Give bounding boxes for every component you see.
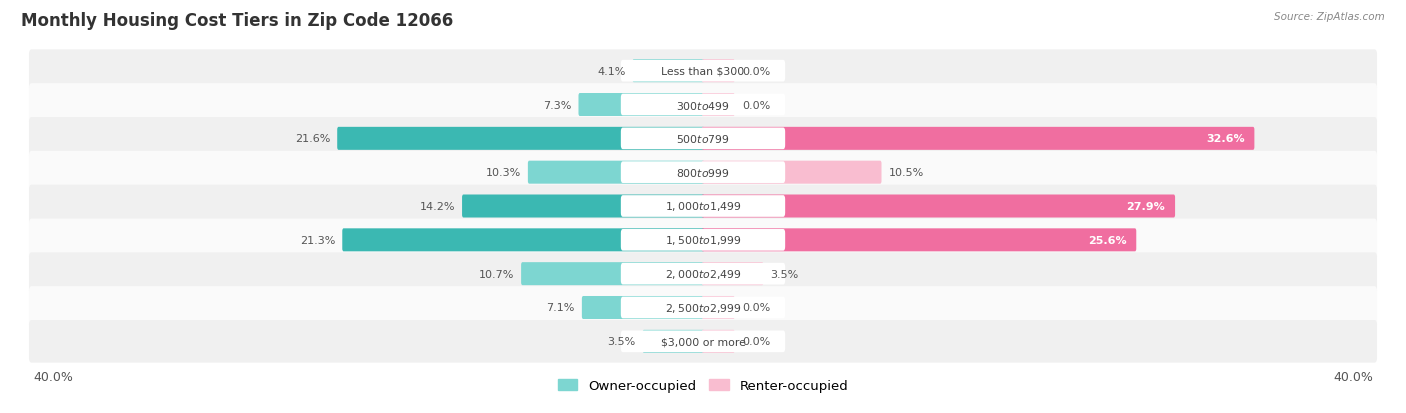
Text: 10.3%: 10.3% (485, 168, 520, 178)
FancyBboxPatch shape (621, 297, 785, 318)
FancyBboxPatch shape (702, 195, 1175, 218)
FancyBboxPatch shape (578, 94, 704, 117)
FancyBboxPatch shape (30, 50, 1376, 93)
Text: 10.7%: 10.7% (478, 269, 515, 279)
Text: 0.0%: 0.0% (742, 66, 770, 76)
FancyBboxPatch shape (633, 60, 704, 83)
FancyBboxPatch shape (30, 185, 1376, 228)
Text: 21.3%: 21.3% (299, 235, 335, 245)
Text: $800 to $999: $800 to $999 (676, 167, 730, 179)
Text: $3,000 or more: $3,000 or more (661, 337, 745, 347)
FancyBboxPatch shape (702, 296, 735, 319)
FancyBboxPatch shape (30, 320, 1376, 363)
Text: $1,000 to $1,499: $1,000 to $1,499 (665, 200, 741, 213)
Text: $500 to $799: $500 to $799 (676, 133, 730, 145)
Text: 40.0%: 40.0% (34, 370, 73, 383)
Text: Monthly Housing Cost Tiers in Zip Code 12066: Monthly Housing Cost Tiers in Zip Code 1… (21, 12, 453, 30)
Text: 0.0%: 0.0% (742, 337, 770, 347)
FancyBboxPatch shape (621, 331, 785, 352)
FancyBboxPatch shape (30, 253, 1376, 295)
Text: 0.0%: 0.0% (742, 303, 770, 313)
Text: 32.6%: 32.6% (1206, 134, 1244, 144)
FancyBboxPatch shape (702, 128, 1254, 150)
FancyBboxPatch shape (30, 84, 1376, 126)
Text: $1,500 to $1,999: $1,500 to $1,999 (665, 234, 741, 247)
FancyBboxPatch shape (621, 95, 785, 116)
FancyBboxPatch shape (702, 229, 1136, 252)
FancyBboxPatch shape (527, 161, 704, 184)
FancyBboxPatch shape (621, 230, 785, 251)
FancyBboxPatch shape (621, 196, 785, 217)
FancyBboxPatch shape (621, 61, 785, 82)
Text: $2,000 to $2,499: $2,000 to $2,499 (665, 268, 741, 280)
FancyBboxPatch shape (702, 94, 735, 117)
Text: 3.5%: 3.5% (607, 337, 636, 347)
Text: 27.9%: 27.9% (1126, 202, 1166, 211)
Text: 4.1%: 4.1% (598, 66, 626, 76)
Text: $2,500 to $2,999: $2,500 to $2,999 (665, 301, 741, 314)
Text: 40.0%: 40.0% (1333, 370, 1372, 383)
Text: 25.6%: 25.6% (1088, 235, 1126, 245)
Text: 10.5%: 10.5% (889, 168, 924, 178)
Text: 14.2%: 14.2% (419, 202, 456, 211)
FancyBboxPatch shape (30, 287, 1376, 329)
FancyBboxPatch shape (702, 330, 735, 353)
FancyBboxPatch shape (30, 118, 1376, 160)
FancyBboxPatch shape (463, 195, 704, 218)
FancyBboxPatch shape (342, 229, 704, 252)
FancyBboxPatch shape (522, 263, 704, 285)
FancyBboxPatch shape (702, 161, 882, 184)
Text: 21.6%: 21.6% (295, 134, 330, 144)
FancyBboxPatch shape (30, 152, 1376, 194)
FancyBboxPatch shape (582, 296, 704, 319)
Text: Source: ZipAtlas.com: Source: ZipAtlas.com (1274, 12, 1385, 22)
Text: 0.0%: 0.0% (742, 100, 770, 110)
FancyBboxPatch shape (702, 263, 763, 285)
FancyBboxPatch shape (702, 60, 735, 83)
Text: 7.1%: 7.1% (547, 303, 575, 313)
Text: Less than $300: Less than $300 (661, 66, 745, 76)
Legend: Owner-occupied, Renter-occupied: Owner-occupied, Renter-occupied (553, 374, 853, 398)
FancyBboxPatch shape (621, 128, 785, 150)
FancyBboxPatch shape (621, 162, 785, 183)
FancyBboxPatch shape (621, 263, 785, 285)
FancyBboxPatch shape (30, 219, 1376, 261)
Text: 7.3%: 7.3% (543, 100, 571, 110)
Text: $300 to $499: $300 to $499 (676, 99, 730, 111)
FancyBboxPatch shape (337, 128, 704, 150)
FancyBboxPatch shape (643, 330, 704, 353)
Text: 3.5%: 3.5% (770, 269, 799, 279)
